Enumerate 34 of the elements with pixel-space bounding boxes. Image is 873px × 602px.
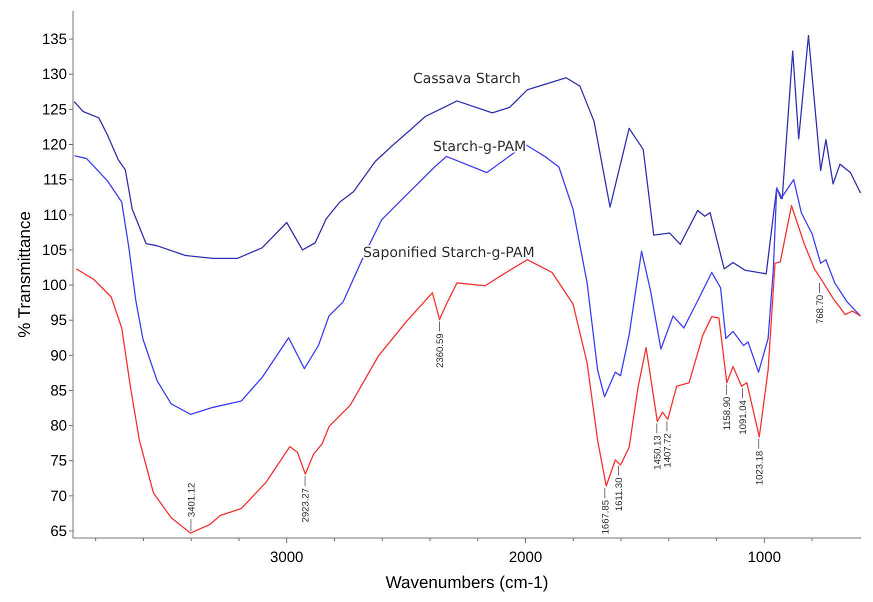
annotation: 768.70 <box>815 294 826 324</box>
x-tick-label: 3000 <box>270 549 304 566</box>
annotation: 1407.72 <box>662 433 674 468</box>
annotation: 1667.85 <box>600 500 612 534</box>
y-tick-label: 115 <box>43 172 67 189</box>
x-axis-title: Wavenumbers (cm-1) <box>386 573 548 592</box>
y-tick-label: 85 <box>50 382 67 400</box>
x-tick-label: 2000 <box>508 549 542 566</box>
annotation: 1450.13 <box>652 435 664 470</box>
y-tick-label: 80 <box>50 418 67 435</box>
y-tick-label: 110 <box>43 206 67 224</box>
y-tick-label: 125 <box>42 101 67 118</box>
y-tick-label: 75 <box>50 452 67 470</box>
y-tick-label: 100 <box>42 277 67 294</box>
line-series <box>76 204 862 534</box>
line-series <box>74 34 862 274</box>
y-tick-label: 105 <box>42 242 67 259</box>
annotation: 1158.90 <box>722 396 733 430</box>
y-tick-label: 90 <box>50 347 67 364</box>
annotation: 2923.27 <box>300 488 312 522</box>
annotation: 1023.18 <box>754 450 766 486</box>
annotation: 3401.12 <box>186 482 198 518</box>
x-tick-label: 1000 <box>748 549 781 566</box>
y-axis-title: % Transmittance <box>15 211 34 338</box>
series-label: Cassava Starch <box>413 71 521 87</box>
y-tick-label: 95 <box>50 312 67 330</box>
annotation: 1611.30 <box>614 478 625 512</box>
y-tick-label: 135 <box>42 31 67 48</box>
y-tick-label: 120 <box>42 136 67 154</box>
annotation: 1091.04 <box>738 400 750 435</box>
y-tick-label: 65 <box>50 522 67 540</box>
y-tick-label: 130 <box>42 66 67 84</box>
y-tick-label: 70 <box>50 488 67 505</box>
annotation: 2360.59 <box>434 333 446 368</box>
